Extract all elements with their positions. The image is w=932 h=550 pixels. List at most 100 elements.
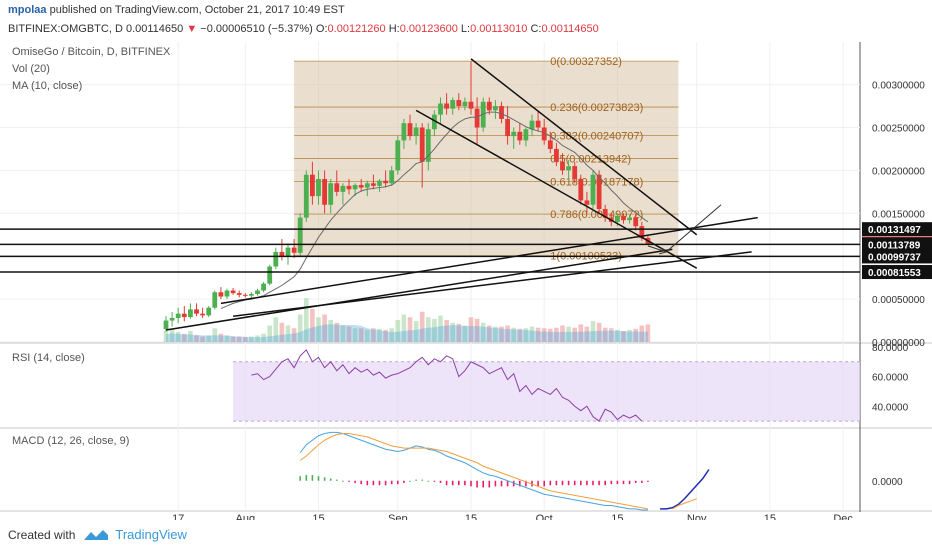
macd-histogram-bar bbox=[610, 480, 613, 485]
chart-title: OmiseGo / Bitcoin, D, BITFINEX bbox=[12, 46, 171, 58]
volume-bar bbox=[316, 317, 321, 342]
candle-body bbox=[188, 309, 193, 318]
volume-bar bbox=[310, 309, 315, 342]
volume-bar bbox=[584, 326, 590, 342]
price-label-badge bbox=[862, 222, 932, 237]
candle-body bbox=[444, 103, 449, 109]
footer: Created with TradingView bbox=[8, 527, 187, 542]
chart-header: mpolaa published on TradingView.com, Oct… bbox=[0, 0, 932, 42]
price-label-text: 0.00131497 bbox=[868, 225, 921, 236]
rsi-tick-label: 60.0000 bbox=[872, 373, 909, 384]
macd-histogram-bar bbox=[299, 476, 301, 481]
candle-body bbox=[584, 200, 590, 205]
candle-body bbox=[468, 101, 474, 109]
macd-histogram-bar bbox=[537, 480, 539, 487]
volume-bar bbox=[511, 327, 516, 342]
candle-body bbox=[377, 180, 382, 186]
volume-bar bbox=[480, 322, 486, 342]
tradingview-logo-icon bbox=[84, 529, 109, 540]
candle-body bbox=[316, 178, 321, 197]
signal-line bbox=[299, 433, 648, 510]
author-link[interactable]: mpolaa bbox=[8, 4, 47, 16]
volume-bar bbox=[169, 328, 175, 342]
candle-body bbox=[438, 103, 443, 115]
macd-histogram-bar bbox=[482, 480, 484, 488]
macd-histogram-bar bbox=[622, 480, 625, 485]
created-with-text: Created with bbox=[8, 527, 76, 542]
price-label-badge bbox=[862, 237, 932, 252]
candle-body bbox=[334, 183, 340, 192]
volume-bar bbox=[291, 328, 297, 342]
low-label: L: bbox=[460, 23, 471, 35]
macd-histogram-bar bbox=[445, 480, 448, 486]
volume-bar bbox=[615, 329, 620, 342]
macd-histogram-bar bbox=[305, 475, 308, 481]
tradingview-brand[interactable]: TradingView bbox=[115, 527, 187, 542]
macd-histogram-bar bbox=[311, 475, 314, 481]
candle-body bbox=[389, 170, 395, 184]
candle-body bbox=[474, 108, 480, 128]
x-tick-label: Nov bbox=[687, 513, 707, 520]
volume-bar bbox=[304, 298, 309, 342]
candle-body bbox=[310, 174, 315, 197]
volume-bar bbox=[322, 314, 327, 342]
volume-bar bbox=[566, 326, 571, 342]
macd-histogram-bar bbox=[348, 480, 350, 482]
macd-histogram-bar bbox=[427, 480, 430, 482]
macd-histogram-bar bbox=[580, 480, 582, 486]
macd-histogram-bar bbox=[561, 480, 564, 486]
macd-histogram-bar bbox=[458, 480, 460, 486]
volume-bar bbox=[438, 315, 443, 342]
macd-histogram-bar bbox=[476, 480, 478, 488]
macd-histogram-bar bbox=[360, 480, 362, 485]
candle-body bbox=[175, 313, 181, 318]
candle-body bbox=[413, 127, 419, 137]
candle-body bbox=[261, 283, 266, 291]
candle-body bbox=[450, 100, 456, 109]
macd-histogram-bar bbox=[494, 480, 497, 487]
macd-histogram-bar bbox=[390, 480, 393, 485]
volume-bar bbox=[249, 336, 254, 342]
macd-histogram-bar bbox=[500, 480, 503, 487]
volume-bar bbox=[340, 325, 346, 342]
candle-body bbox=[285, 247, 291, 257]
fibonacci-level-label: 0.5(0.00213942) bbox=[550, 153, 631, 165]
candle-body bbox=[297, 217, 303, 253]
candle-body bbox=[633, 217, 639, 227]
volume-bar bbox=[609, 328, 614, 342]
candle-body bbox=[371, 183, 376, 186]
candle-body bbox=[596, 174, 602, 210]
y-tick-label: 0.00300000 bbox=[872, 81, 925, 92]
volume-bar bbox=[639, 325, 645, 342]
macd-histogram-bar bbox=[421, 479, 423, 481]
candle-body bbox=[462, 101, 468, 107]
volume-bar bbox=[389, 328, 394, 342]
macd-histogram-bar bbox=[616, 480, 619, 485]
macd-line bbox=[299, 431, 648, 511]
volume-bar bbox=[468, 317, 474, 342]
volume-bar bbox=[188, 331, 193, 342]
price-chart[interactable]: 17 Aug 15 Sep 15 Oct 15 Nov 15 Dec 0.00000000 0.000… bbox=[0, 42, 932, 520]
candle-body bbox=[218, 292, 224, 297]
candle-body bbox=[511, 131, 517, 137]
macd-histogram-bar bbox=[464, 480, 466, 486]
volume-bar bbox=[163, 331, 169, 342]
rsi-line bbox=[251, 349, 643, 422]
volume-bar bbox=[560, 325, 565, 342]
candle-body bbox=[322, 178, 327, 205]
macd-histogram-bar bbox=[372, 480, 375, 486]
x-tick-label: Aug bbox=[236, 513, 256, 520]
price-label-text: 0.00099737 bbox=[868, 252, 921, 263]
trendline bbox=[165, 248, 673, 331]
price-label-badge bbox=[862, 265, 932, 280]
volume-bar bbox=[206, 335, 211, 342]
down-arrow-icon: ▼ bbox=[186, 23, 198, 35]
price-change: −0.00006510 (−5.37%) bbox=[200, 23, 313, 35]
volume-bar bbox=[499, 326, 504, 342]
volume-bar bbox=[279, 322, 285, 342]
macd-histogram-bar bbox=[366, 480, 369, 486]
y-tick-label: 0.00050000 bbox=[872, 295, 925, 306]
volume-bar bbox=[224, 335, 230, 342]
macd-histogram-bar bbox=[336, 479, 338, 481]
high-value: 0.00123600 bbox=[399, 23, 458, 35]
